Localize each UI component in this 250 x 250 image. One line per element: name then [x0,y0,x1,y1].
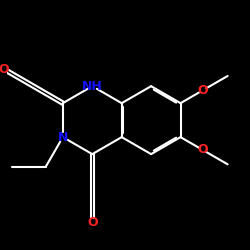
Text: NH: NH [82,80,103,93]
Text: N: N [58,131,68,144]
Text: O: O [197,143,208,156]
Text: O: O [0,63,9,76]
Text: O: O [197,84,208,97]
Text: O: O [87,216,98,228]
